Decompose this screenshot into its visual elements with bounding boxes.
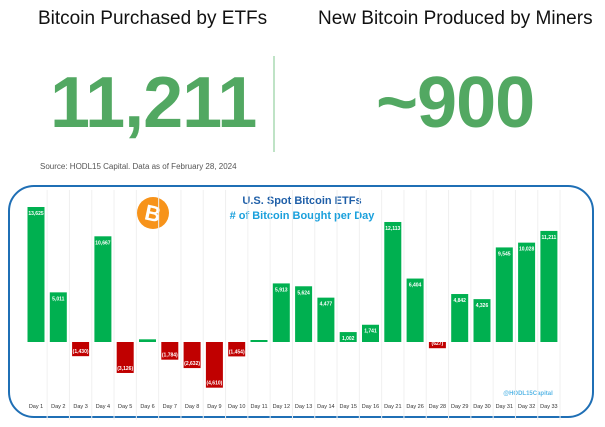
bar-day-11	[250, 340, 268, 342]
data-label: 4,477	[320, 302, 333, 308]
x-tick-label: Day 28	[429, 404, 446, 410]
data-label: 10,667	[95, 240, 111, 246]
bar-day-2	[49, 292, 67, 342]
chart-subtitle: # of Bitcoin Bought per Day	[230, 210, 376, 222]
bar-day-8	[183, 342, 201, 369]
x-tick-label: Day 3	[73, 404, 87, 410]
x-tick-label: Day 12	[273, 404, 290, 410]
data-label: 9,545	[498, 251, 511, 257]
data-label: (1,454)	[229, 349, 245, 355]
divider	[273, 56, 275, 152]
x-tick-label: Day 26	[406, 404, 423, 410]
bar-day-5	[116, 342, 134, 373]
data-label: 12,113	[385, 226, 400, 232]
svg-text:B: B	[143, 200, 164, 228]
data-label: 4,326	[476, 303, 489, 309]
source-note: Source: HODL15 Capital. Data as of Febru…	[40, 162, 237, 171]
x-tick-label: Day 30	[473, 404, 490, 410]
data-label: (1,784)	[162, 353, 178, 359]
data-label: 11,211	[542, 235, 557, 241]
bar-day-15	[339, 332, 357, 342]
x-tick-label: Day 4	[96, 404, 110, 410]
data-label: 5,913	[275, 287, 288, 293]
x-tick-label: Day 1	[29, 404, 43, 410]
x-tick-label: Day 8	[185, 404, 199, 410]
bar-day-3	[72, 342, 90, 357]
data-label: 13,625	[28, 211, 44, 217]
bar-day-12	[272, 283, 290, 342]
bar-day-14	[317, 297, 335, 342]
bar-day-33	[540, 230, 558, 342]
x-tick-label: Day 9	[207, 404, 221, 410]
x-tick-label: Day 14	[317, 404, 334, 410]
x-tick-label: Day 29	[451, 404, 468, 410]
data-label: 10,028	[519, 247, 535, 253]
data-label: 5,011	[52, 296, 64, 302]
x-tick-label: Day 7	[163, 404, 177, 410]
bar-day-9	[205, 342, 223, 388]
x-tick-label: Day 32	[518, 404, 535, 410]
x-tick-label: Day 2	[51, 404, 65, 410]
miners-produced-title: New Bitcoin Produced by Miners	[318, 8, 593, 29]
data-label: (3,126)	[117, 366, 133, 372]
miners-produced-value: ~900	[376, 63, 535, 143]
data-label: 5,624	[297, 290, 310, 296]
x-tick-label: Day 5	[118, 404, 132, 410]
bar-day-1	[27, 207, 45, 342]
bar-day-30	[473, 299, 491, 342]
x-tick-label: Day 10	[228, 404, 245, 410]
x-tick-label: Day 11	[250, 404, 267, 410]
x-tick-label: Day 15	[339, 404, 356, 410]
bar-day-10	[228, 342, 246, 357]
data-label: 4,842	[453, 298, 466, 304]
bar-day-28	[428, 342, 446, 349]
chart-frame	[8, 185, 594, 418]
x-tick-label: Day 6	[140, 404, 154, 410]
bitcoin-icon: B	[137, 197, 169, 229]
watermark: @HODL15Capital	[503, 391, 553, 397]
chart-title: U.S. Spot Bitcoin ETFs	[242, 195, 361, 207]
data-label: 1,741	[364, 329, 377, 335]
etf-purchased-value: 11,211	[50, 63, 257, 143]
x-tick-label: Day 33	[540, 404, 557, 410]
bar-day-13	[295, 286, 313, 342]
data-label: (627)	[432, 341, 444, 347]
bar-day-6	[139, 339, 156, 342]
x-tick-label: Day 31	[496, 404, 513, 410]
bar-day-4	[94, 236, 112, 342]
x-tick-label: Day 13	[295, 404, 312, 410]
x-tick-label: Day 16	[362, 404, 379, 410]
bar-day-29	[451, 294, 469, 342]
data-label: 1,002	[342, 336, 355, 342]
data-label: (2,632)	[184, 361, 200, 367]
bar-day-32	[518, 242, 536, 342]
x-tick-label: Day 21	[384, 404, 401, 410]
data-label: 6,404	[409, 283, 422, 289]
data-label: (4,610)	[206, 381, 222, 387]
data-label: (1,430)	[73, 349, 89, 355]
bar-day-7	[161, 342, 179, 360]
etf-purchased-title: Bitcoin Purchased by ETFs	[38, 8, 268, 29]
bar-day-31	[495, 247, 513, 342]
bar-day-16	[362, 324, 379, 342]
bar-day-26	[406, 278, 424, 342]
bar-day-21	[384, 221, 402, 342]
